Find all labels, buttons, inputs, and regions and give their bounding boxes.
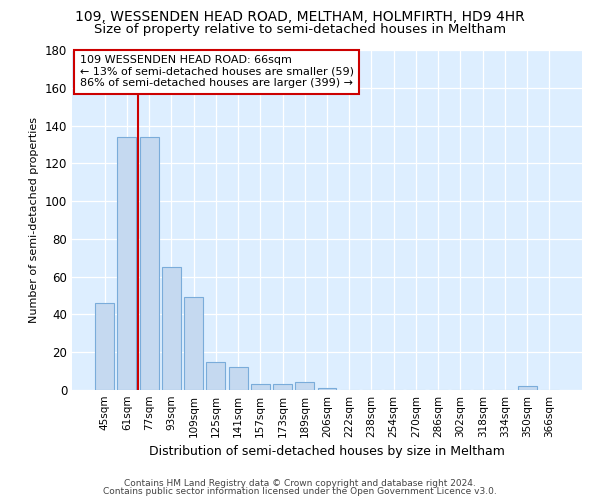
X-axis label: Distribution of semi-detached houses by size in Meltham: Distribution of semi-detached houses by … <box>149 446 505 458</box>
Text: 109, WESSENDEN HEAD ROAD, MELTHAM, HOLMFIRTH, HD9 4HR: 109, WESSENDEN HEAD ROAD, MELTHAM, HOLMF… <box>75 10 525 24</box>
Text: Contains public sector information licensed under the Open Government Licence v3: Contains public sector information licen… <box>103 487 497 496</box>
Text: Size of property relative to semi-detached houses in Meltham: Size of property relative to semi-detach… <box>94 22 506 36</box>
Text: Contains HM Land Registry data © Crown copyright and database right 2024.: Contains HM Land Registry data © Crown c… <box>124 478 476 488</box>
Bar <box>295 382 314 390</box>
Bar <box>95 303 114 390</box>
Bar <box>229 368 248 390</box>
Bar <box>184 298 203 390</box>
Text: 109 WESSENDEN HEAD ROAD: 66sqm
← 13% of semi-detached houses are smaller (59)
86: 109 WESSENDEN HEAD ROAD: 66sqm ← 13% of … <box>80 55 353 88</box>
Bar <box>317 388 337 390</box>
Bar <box>273 384 292 390</box>
Bar <box>140 137 158 390</box>
Bar <box>118 137 136 390</box>
Bar <box>206 362 225 390</box>
Bar <box>251 384 270 390</box>
Y-axis label: Number of semi-detached properties: Number of semi-detached properties <box>29 117 39 323</box>
Bar <box>162 267 181 390</box>
Bar <box>518 386 536 390</box>
